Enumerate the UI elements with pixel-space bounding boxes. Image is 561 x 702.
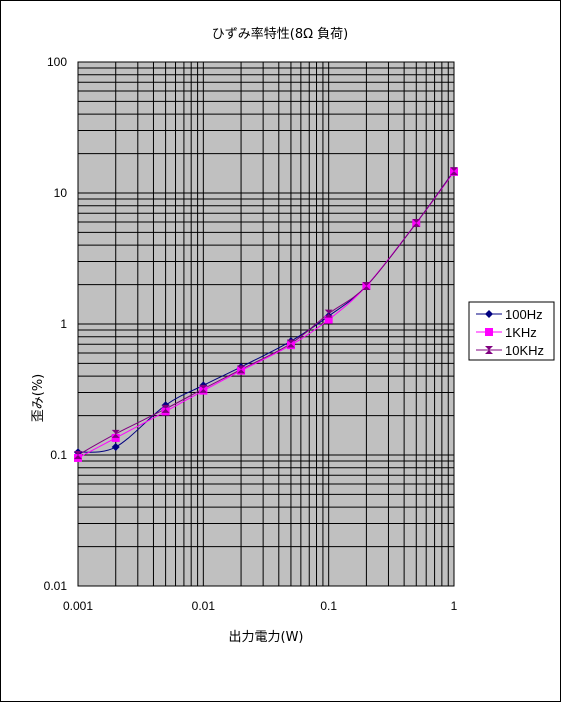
x-axis-ticks: 0.001 0.01 0.1 1 bbox=[63, 599, 458, 613]
data-point bbox=[485, 310, 493, 318]
y-axis-ticks: 0.01 0.1 1 10 100 bbox=[44, 55, 68, 593]
x-tick-label: 0.01 bbox=[192, 599, 216, 613]
y-tick-label: 100 bbox=[47, 55, 67, 69]
legend-label: 10KHz bbox=[505, 343, 544, 358]
y-axis-label: 歪み(%) bbox=[31, 374, 46, 423]
data-point bbox=[74, 451, 82, 459]
data-point bbox=[199, 384, 208, 393]
plot-area bbox=[77, 61, 455, 587]
data-point bbox=[450, 167, 458, 176]
data-point bbox=[485, 346, 493, 354]
data-series bbox=[74, 166, 458, 462]
data-point bbox=[111, 433, 120, 442]
y-tick-label: 0.01 bbox=[44, 579, 68, 593]
data-point bbox=[362, 282, 371, 291]
data-point bbox=[324, 315, 333, 324]
chart-title: ひずみ率特性(8Ω 負荷) bbox=[212, 26, 348, 42]
y-tick-label: 0.1 bbox=[50, 448, 67, 462]
plot-border bbox=[77, 61, 455, 587]
series-line bbox=[77, 170, 455, 456]
x-axis-label: 出力電力(W) bbox=[229, 630, 304, 645]
data-point bbox=[412, 219, 421, 228]
data-point bbox=[111, 429, 120, 438]
legend: 100Hz 1KHz 10KHz bbox=[468, 301, 555, 361]
data-point bbox=[111, 443, 120, 452]
data-point bbox=[485, 328, 493, 336]
series-markers-10khz bbox=[74, 167, 458, 459]
y-tick-label: 10 bbox=[54, 186, 68, 200]
data-point bbox=[237, 365, 246, 374]
x-tick-label: 0.1 bbox=[320, 599, 337, 613]
legend-label: 100Hz bbox=[505, 307, 543, 322]
x-tick-label: 0.001 bbox=[63, 599, 93, 613]
legend-label: 1KHz bbox=[505, 325, 537, 340]
data-point bbox=[324, 309, 333, 318]
x-tick-label: 1 bbox=[451, 599, 458, 613]
data-point bbox=[286, 339, 295, 348]
series-10khz bbox=[77, 170, 455, 456]
data-point bbox=[161, 404, 170, 413]
y-tick-label: 1 bbox=[60, 317, 67, 331]
